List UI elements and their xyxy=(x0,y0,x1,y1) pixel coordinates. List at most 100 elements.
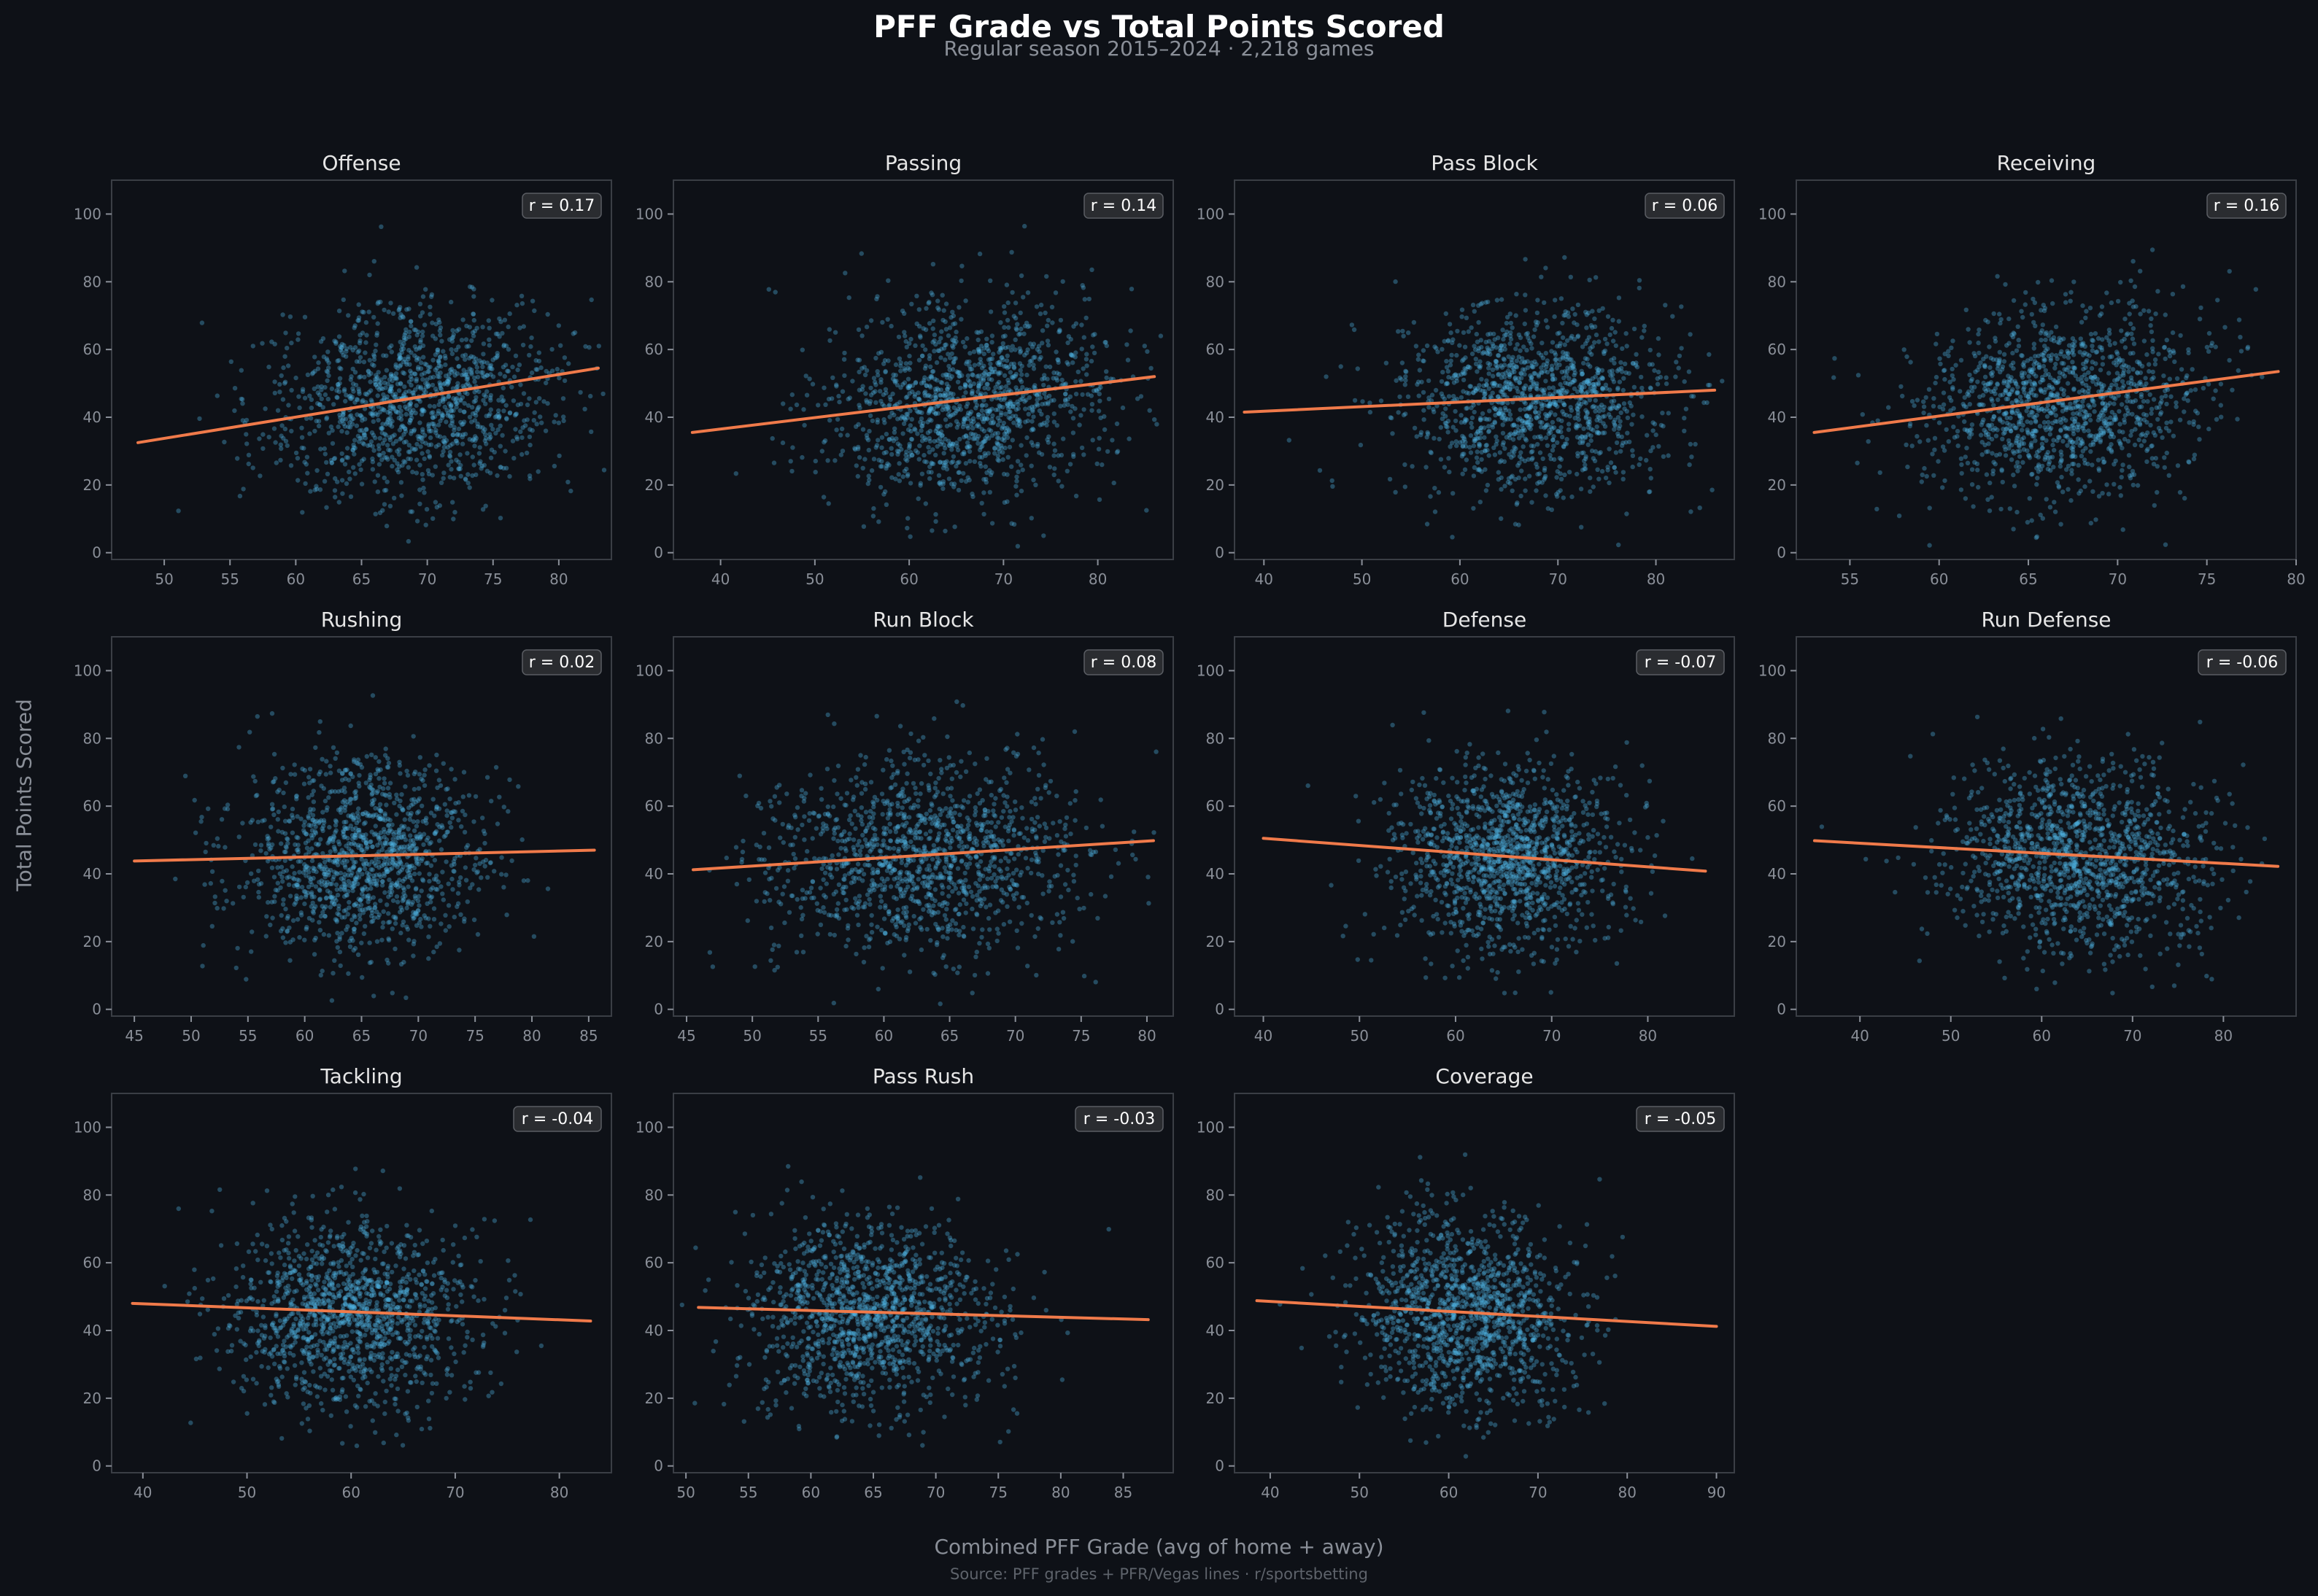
data-point xyxy=(1618,360,1623,365)
data-point xyxy=(2029,409,2034,414)
data-point xyxy=(1000,355,1005,360)
data-point xyxy=(1480,301,1485,306)
data-point xyxy=(2206,330,2212,336)
data-point xyxy=(1402,462,1407,468)
data-point xyxy=(947,325,953,330)
data-point xyxy=(908,481,913,486)
data-point xyxy=(1575,389,1580,394)
x-tick-label: 65 xyxy=(2019,570,2037,588)
data-point xyxy=(1469,415,1475,420)
data-point xyxy=(438,398,443,403)
data-point xyxy=(897,443,903,448)
data-point xyxy=(2122,317,2128,322)
data-point xyxy=(428,311,433,317)
data-point xyxy=(314,468,320,473)
data-point xyxy=(886,358,891,363)
data-point xyxy=(505,368,510,373)
data-point xyxy=(397,447,402,452)
data-point xyxy=(2211,396,2216,401)
x-tick-label: 40 xyxy=(1255,570,1273,588)
data-point xyxy=(436,402,441,407)
data-point xyxy=(2115,298,2121,304)
data-point xyxy=(2050,454,2055,460)
data-point xyxy=(2019,309,2024,314)
data-point xyxy=(1921,399,1926,404)
data-point xyxy=(361,441,366,447)
data-point xyxy=(904,466,909,472)
data-point xyxy=(2050,352,2055,357)
data-point xyxy=(919,433,925,439)
data-point xyxy=(2066,487,2071,492)
data-point xyxy=(955,447,961,453)
data-point xyxy=(481,352,486,357)
data-point xyxy=(474,361,479,366)
data-point xyxy=(425,449,430,454)
data-point xyxy=(336,389,341,394)
data-point xyxy=(371,406,376,411)
x-tick-label: 60 xyxy=(900,570,918,588)
data-point xyxy=(356,389,362,394)
data-point xyxy=(1566,470,1572,475)
data-point xyxy=(983,464,989,469)
data-point xyxy=(1010,438,1016,443)
data-point xyxy=(433,430,439,435)
data-point xyxy=(1396,329,1401,334)
data-point xyxy=(981,490,986,495)
data-point xyxy=(1625,415,1631,420)
data-point xyxy=(1553,412,1558,417)
data-point xyxy=(1428,494,1433,499)
data-point xyxy=(1029,440,1035,445)
data-point xyxy=(396,357,402,362)
y-tick-label: 40 xyxy=(1768,408,1786,426)
data-point xyxy=(1575,334,1580,339)
data-point xyxy=(464,323,469,329)
data-point xyxy=(1014,327,1019,333)
data-point xyxy=(363,391,368,397)
data-point xyxy=(2061,392,2066,397)
data-point xyxy=(2076,477,2081,482)
data-point xyxy=(2071,279,2076,284)
data-point xyxy=(2080,303,2085,309)
data-point xyxy=(1630,448,1635,453)
data-point xyxy=(401,440,407,445)
data-point xyxy=(1518,493,1523,499)
data-point xyxy=(406,443,412,448)
data-point xyxy=(1927,505,1932,511)
data-point xyxy=(1539,341,1545,346)
data-point xyxy=(371,259,376,264)
data-point xyxy=(412,327,417,333)
data-point xyxy=(1479,425,1484,430)
data-point xyxy=(1647,385,1653,390)
x-tick-label: 70 xyxy=(994,570,1013,588)
data-point xyxy=(2128,433,2133,438)
data-point xyxy=(1023,406,1028,411)
data-point xyxy=(449,338,455,344)
data-point xyxy=(2004,343,2009,348)
data-point xyxy=(372,379,378,384)
data-point xyxy=(1005,406,1011,411)
data-point xyxy=(2004,396,2009,402)
data-point xyxy=(2198,305,2203,311)
data-point xyxy=(2096,466,2101,471)
data-point xyxy=(879,445,884,450)
data-point xyxy=(1508,320,1514,326)
data-point xyxy=(2127,301,2132,306)
data-point xyxy=(1571,364,1576,369)
data-point xyxy=(357,375,362,380)
data-point xyxy=(1604,386,1609,391)
data-point xyxy=(923,347,928,352)
data-point xyxy=(924,460,930,465)
data-point xyxy=(451,516,456,522)
data-point xyxy=(1028,341,1033,346)
data-point xyxy=(1620,470,1626,475)
data-point xyxy=(1015,322,1020,327)
data-point xyxy=(1558,488,1563,493)
data-point xyxy=(986,376,992,381)
data-point xyxy=(480,364,485,370)
data-point xyxy=(295,478,301,483)
data-point xyxy=(928,364,933,369)
data-point xyxy=(883,368,888,374)
data-point xyxy=(388,301,393,306)
data-point xyxy=(1605,314,1611,319)
data-point xyxy=(2115,387,2120,392)
